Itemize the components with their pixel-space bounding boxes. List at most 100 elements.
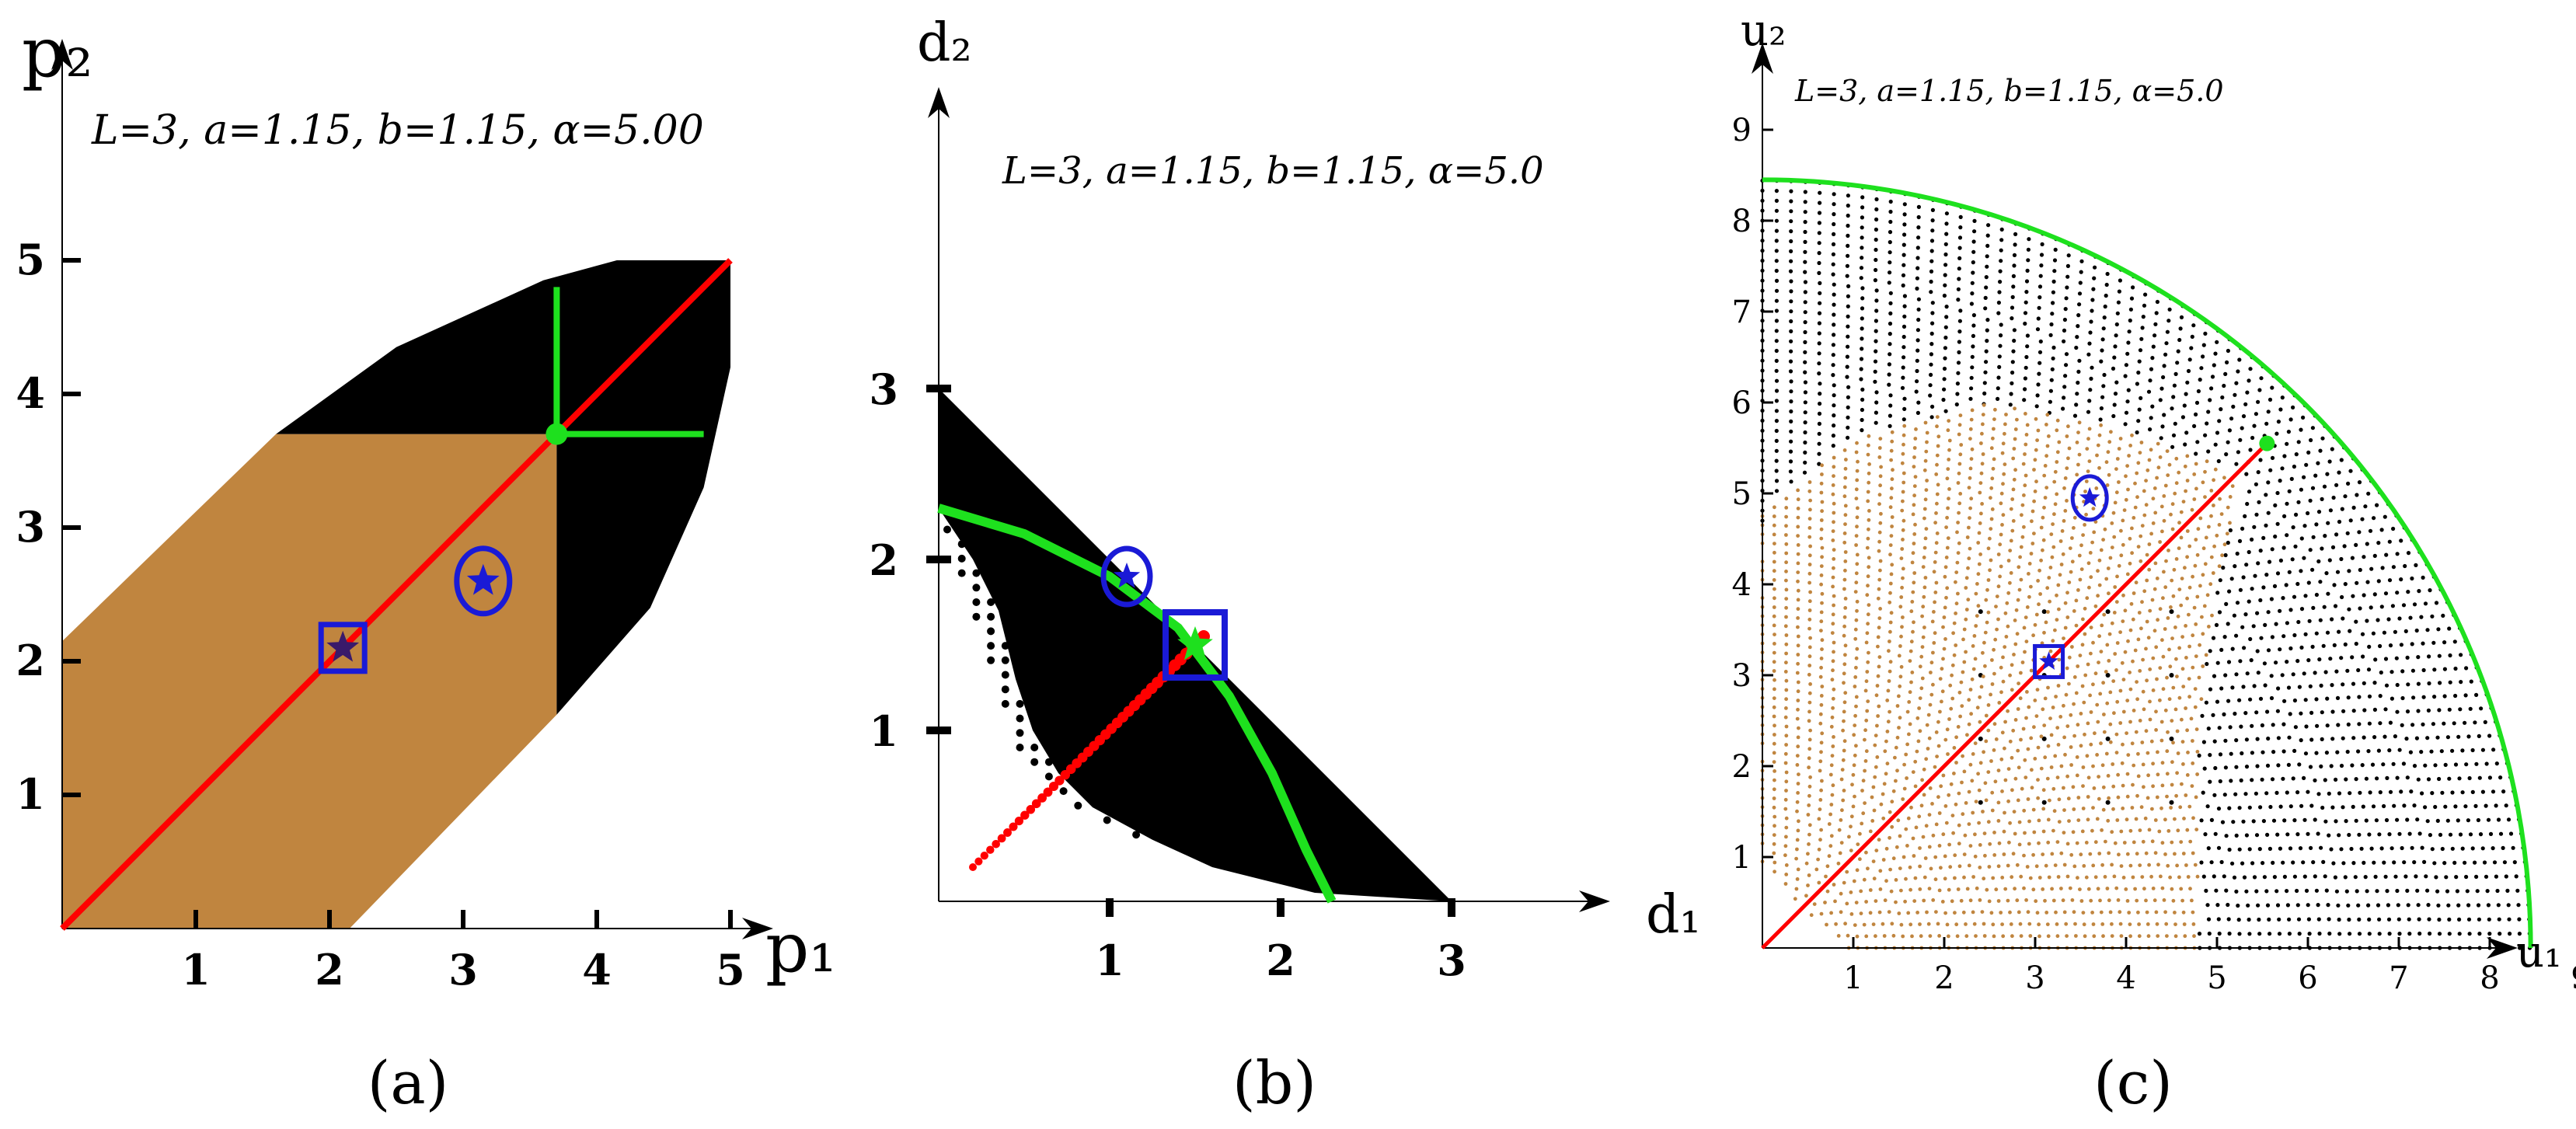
black-point [2330, 737, 2335, 741]
brown-point [1854, 450, 1859, 455]
brown-point [2063, 752, 2067, 757]
brown-point [1989, 692, 1993, 697]
black-point [1888, 250, 1892, 255]
brown-point [2086, 887, 2091, 891]
brown-point [2067, 446, 2072, 451]
black-point [2501, 845, 2505, 850]
black-point [2285, 832, 2290, 837]
brown-point [1908, 865, 1912, 869]
brown-point [1773, 542, 1776, 545]
black-point [1972, 229, 1977, 234]
brown-point [2158, 698, 2162, 702]
brown-point [1982, 934, 1987, 938]
black-point [1774, 339, 1779, 343]
black-point [2334, 532, 2339, 537]
brown-point [1807, 553, 1812, 558]
brown-point [1978, 490, 1982, 495]
brown-point [2201, 632, 2205, 636]
brown-point [2153, 510, 2158, 515]
brown-point [1831, 612, 1835, 617]
black-point [2448, 680, 2452, 685]
star-marker [2079, 486, 2100, 507]
brown-point [1890, 563, 1895, 567]
brown-point [1843, 466, 1848, 471]
black-point [2333, 875, 2337, 880]
x-tick-label: 9 [2571, 960, 2576, 996]
brown-point [1819, 740, 1824, 745]
black-point [2299, 487, 2303, 492]
black-point [2477, 775, 2482, 780]
black-point [1774, 319, 1779, 323]
brown-point [2011, 487, 2016, 492]
black-point [2281, 860, 2285, 865]
black-point [1803, 380, 1807, 385]
brown-point [1957, 432, 1961, 437]
black-point [1978, 736, 1983, 741]
brown-point [1866, 536, 1870, 541]
black-point [2450, 748, 2455, 753]
brown-point [2190, 784, 2194, 788]
brown-point [1820, 591, 1825, 596]
brown-point [2034, 479, 2038, 484]
brown-point [1945, 476, 1950, 481]
black-point [2360, 632, 2365, 636]
brown-point [2163, 483, 2168, 488]
brown-point [1862, 877, 1867, 882]
brown-point [1854, 665, 1858, 670]
black-point [2100, 337, 2105, 342]
brown-point [1840, 768, 1845, 772]
brown-point [2083, 934, 2087, 939]
star-marker [1113, 563, 1141, 588]
black-point [1044, 772, 1053, 781]
brown-point [1864, 679, 1869, 684]
brown-point [1843, 653, 1847, 657]
brown-point [1796, 661, 1800, 666]
black-point [2502, 860, 2507, 865]
black-point [2240, 426, 2244, 430]
brown-point [1855, 441, 1859, 445]
black-point [2421, 641, 2425, 646]
black-point [2491, 789, 2496, 794]
black-point [1901, 253, 1906, 257]
brown-point [2024, 412, 2027, 416]
black-point [2460, 790, 2465, 795]
black-point [1803, 270, 1807, 274]
black-point [1832, 221, 1836, 227]
brown-point [2181, 685, 2186, 688]
black-point [2263, 622, 2268, 628]
black-point [2313, 671, 2317, 675]
brown-point [2117, 563, 2121, 568]
brown-point [2026, 747, 2030, 751]
black-point [2306, 658, 2311, 663]
brown-point [1954, 643, 1958, 647]
red-point [1003, 828, 1012, 837]
brown-point [1796, 828, 1800, 833]
black-point [1030, 758, 1039, 766]
black-point [2228, 725, 2233, 730]
brown-point [1923, 536, 1928, 541]
brown-point [2097, 634, 2102, 639]
black-point [1888, 219, 1893, 225]
brown-point [2028, 934, 2033, 938]
brown-point [2088, 852, 2093, 856]
brown-point [2090, 911, 2095, 915]
brown-point [2008, 821, 2013, 825]
black-point [2336, 723, 2341, 727]
brown-point [2033, 622, 2037, 627]
brown-point [1807, 873, 1811, 877]
brown-point [2198, 516, 2203, 521]
black-point [2465, 889, 2470, 894]
black-point [1874, 237, 1878, 242]
brown-point [2010, 934, 2014, 939]
brown-point [2126, 487, 2130, 492]
black-point [2271, 750, 2276, 754]
black-point [2233, 392, 2237, 397]
brown-point [2133, 648, 2138, 653]
brown-point [1888, 810, 1892, 814]
brown-point [2076, 588, 2080, 592]
black-point [2237, 538, 2243, 544]
brown-point [1933, 855, 1938, 859]
panel-c: 123456789123456789u₂u₁L=3, a=1.15, b=1.1… [1732, 5, 2576, 1117]
brown-point [2027, 922, 2032, 926]
black-point [2299, 711, 2303, 716]
